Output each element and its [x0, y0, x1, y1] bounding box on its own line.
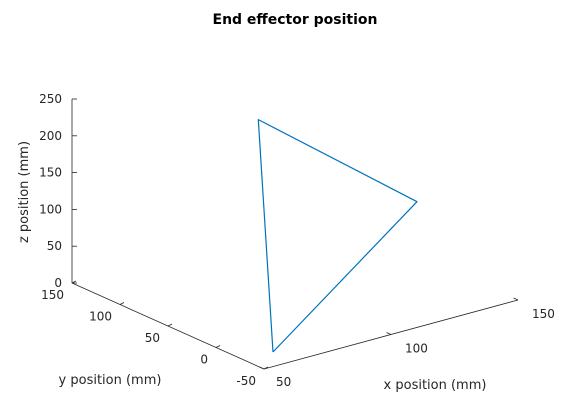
z-tick-label: 100 [39, 202, 62, 216]
x-ticks: 50 100 150 [259, 297, 555, 389]
x-tick-mark [259, 366, 265, 370]
z-tick-label: 0 [54, 276, 62, 290]
y-tick-mark [215, 345, 221, 348]
x-axis-label: x position (mm) [384, 378, 487, 393]
x-tick-label: 100 [405, 342, 428, 356]
z-ticks: 0 50 100 150 200 250 [39, 92, 77, 290]
chart-title: End effector position [213, 12, 378, 28]
y-tick-label: 50 [145, 331, 160, 345]
x-tick-mark [386, 332, 392, 335]
z-tick-label: 250 [39, 92, 62, 106]
x-tick-label: 150 [532, 307, 555, 321]
y-tick-label: 100 [89, 310, 112, 324]
x-tick-mark [513, 297, 519, 301]
y-tick-label: 0 [200, 353, 208, 367]
z-tick-label: 150 [39, 166, 62, 180]
x-tick-label: 50 [276, 375, 291, 389]
y-ticks: -50 0 50 100 150 [41, 280, 269, 388]
y-tick-label: -50 [236, 374, 256, 388]
y-tick-label: 150 [41, 288, 64, 302]
y-tick-mark [263, 366, 269, 370]
y-tick-mark [167, 323, 173, 327]
z-tick-label: 50 [47, 239, 62, 253]
y-tick-mark [119, 302, 125, 305]
series-line [257, 118, 418, 353]
z-axis-label: z position (mm) [17, 141, 32, 243]
z-tick-label: 200 [39, 129, 62, 143]
y-axis-label: y position (mm) [59, 373, 162, 388]
series-group [257, 118, 418, 353]
